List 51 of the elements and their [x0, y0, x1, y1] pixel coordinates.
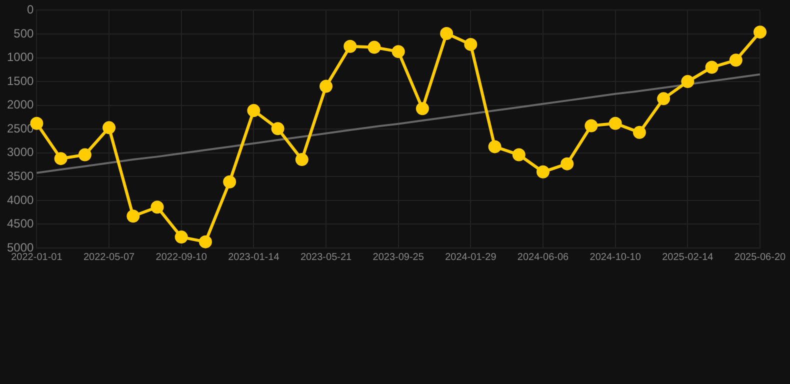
point [150, 200, 164, 214]
point [368, 40, 381, 54]
x-tick-label: 2024-10-10 [590, 252, 642, 263]
point [271, 122, 284, 136]
y-tick-label: 500 [14, 26, 34, 40]
point [54, 152, 68, 166]
point [247, 104, 260, 118]
x-tick-label: 2022-09-10 [156, 252, 208, 263]
y-tick-label: 1000 [6, 50, 34, 64]
point [729, 54, 742, 67]
point [78, 148, 92, 162]
point [560, 157, 574, 170]
y-tick-label: 4500 [6, 216, 34, 231]
point [174, 230, 188, 244]
point [536, 165, 550, 178]
point [344, 40, 357, 53]
point [488, 140, 502, 154]
x-tick-label: 2023-01-14 [228, 252, 280, 263]
x-tick-label: 2024-06-06 [517, 252, 570, 263]
y-tick-label: 5000 [6, 240, 34, 254]
x-tick-label: 2023-05-21 [300, 252, 352, 263]
point [126, 210, 140, 223]
point [512, 148, 526, 162]
x-tick-label: 2025-06-20 [734, 252, 786, 263]
point [223, 175, 236, 188]
point [608, 116, 622, 130]
x-tick-label: 2023-09-25 [372, 252, 424, 263]
y-tick-label: 1500 [6, 74, 34, 88]
y-tick-label: 0 [27, 2, 34, 17]
y-tick-label: 4000 [6, 192, 34, 207]
point [320, 80, 333, 93]
point [392, 45, 405, 58]
y-tick-label: 3000 [6, 145, 34, 160]
y-tick-label: 3500 [6, 168, 34, 183]
point [754, 26, 766, 39]
point [102, 121, 116, 134]
point [657, 92, 670, 106]
point [295, 153, 308, 166]
point [632, 126, 646, 139]
x-tick-label: 2022-01-01 [11, 252, 63, 263]
point [440, 27, 454, 40]
point [584, 119, 598, 132]
x-tick-label: 2022-05-07 [83, 252, 136, 263]
y-tick-label: 2000 [6, 98, 34, 112]
point [705, 60, 718, 74]
x-tick-label: 2024-01-29 [445, 252, 497, 263]
point [416, 102, 429, 116]
point [681, 75, 694, 88]
point [198, 235, 212, 248]
x-tick-label: 2025-02-14 [662, 252, 714, 263]
point [464, 38, 478, 51]
